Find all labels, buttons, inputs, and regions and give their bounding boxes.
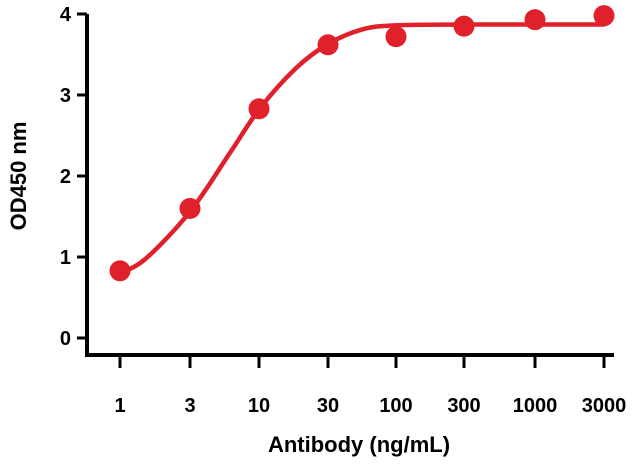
y-ticks: 0 1 2 3 4 bbox=[60, 4, 87, 350]
y-tick-label: 3 bbox=[60, 85, 71, 107]
x-tick-label: 3000 bbox=[582, 395, 627, 417]
data-point bbox=[593, 5, 615, 27]
x-tick-label: 3 bbox=[184, 395, 195, 417]
data-point bbox=[179, 197, 201, 219]
y-tick-label: 4 bbox=[60, 4, 72, 26]
y-tick-label: 2 bbox=[60, 166, 71, 188]
y-tick-label: 1 bbox=[60, 247, 71, 269]
data-point bbox=[385, 26, 407, 48]
y-tick-label: 0 bbox=[60, 328, 71, 350]
x-tick-label: 100 bbox=[379, 395, 412, 417]
x-tick-label: 30 bbox=[317, 395, 339, 417]
data-point bbox=[524, 9, 546, 31]
x-ticks: 1 3 10 30 100 300 1000 3000 bbox=[114, 355, 626, 417]
x-tick-label: 300 bbox=[447, 395, 480, 417]
x-axis-title: Antibody (ng/mL) bbox=[268, 432, 450, 457]
x-tick-label: 10 bbox=[248, 395, 270, 417]
x-tick-label: 1000 bbox=[513, 395, 558, 417]
y-axis-title: OD450 nm bbox=[6, 122, 31, 231]
data-point bbox=[248, 98, 270, 120]
data-point bbox=[317, 34, 339, 56]
data-points bbox=[109, 5, 615, 282]
data-point bbox=[453, 15, 475, 37]
data-point bbox=[109, 260, 131, 282]
x-tick-label: 1 bbox=[114, 395, 125, 417]
fit-curve bbox=[117, 22, 607, 276]
